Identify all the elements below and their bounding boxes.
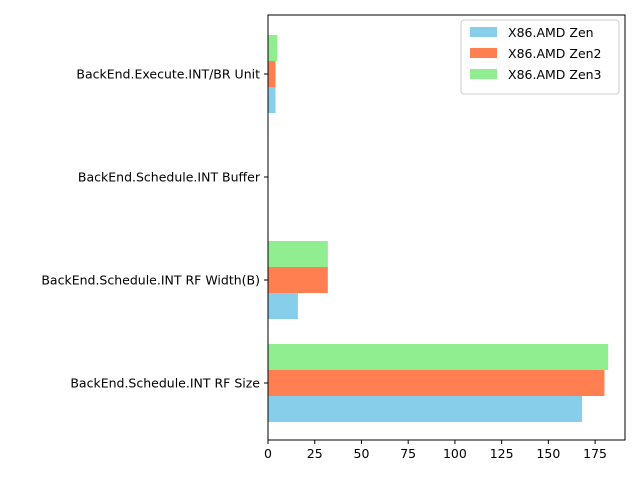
legend: X86.AMD Zen X86.AMD Zen2 X86.AMD Zen3: [460, 19, 620, 95]
x-tick-label: 175: [583, 446, 607, 461]
bar-2-3: [268, 35, 278, 61]
legend-label-zen3: X86.AMD Zen3: [508, 67, 602, 82]
x-tick-label: 100: [443, 446, 467, 461]
y-tick-label: BackEnd.Schedule.INT Buffer: [78, 170, 261, 185]
legend-swatch-zen2: [470, 48, 497, 58]
bar-2-1: [268, 241, 328, 267]
y-tick-label: BackEnd.Schedule.INT RF Size: [70, 376, 260, 391]
x-tick-label: 150: [536, 446, 560, 461]
bar-1-1: [268, 267, 328, 293]
y-tick-label: BackEnd.Schedule.INT RF Width(B): [41, 273, 260, 288]
legend-swatch-zen: [470, 27, 497, 37]
bar-0-3: [268, 87, 276, 113]
x-tick-label: 50: [354, 446, 370, 461]
x-ticks: 0 25 50 75 100 125 150 175: [264, 440, 607, 461]
x-tick-label: 0: [264, 446, 272, 461]
bar-1-0: [268, 370, 605, 396]
bar-0-0: [268, 396, 583, 422]
legend-frame: [460, 19, 620, 95]
legend-swatch-zen3: [470, 69, 497, 79]
y-tick-label: BackEnd.Execute.INT/BR Unit: [76, 67, 260, 82]
bars-layer: [268, 35, 609, 422]
x-tick-label: 25: [307, 446, 323, 461]
bar-2-0: [268, 344, 609, 370]
bar-1-3: [268, 61, 276, 87]
x-tick-label: 125: [490, 446, 514, 461]
legend-label-zen2: X86.AMD Zen2: [508, 46, 602, 61]
y-ticks: BackEnd.Schedule.INT RF Size BackEnd.Sche…: [41, 67, 268, 391]
bar-0-1: [268, 293, 298, 319]
legend-label-zen: X86.AMD Zen: [508, 25, 594, 40]
plot-frame: [267, 14, 626, 441]
x-tick-label: 75: [400, 446, 416, 461]
axes-layer: [267, 14, 626, 441]
